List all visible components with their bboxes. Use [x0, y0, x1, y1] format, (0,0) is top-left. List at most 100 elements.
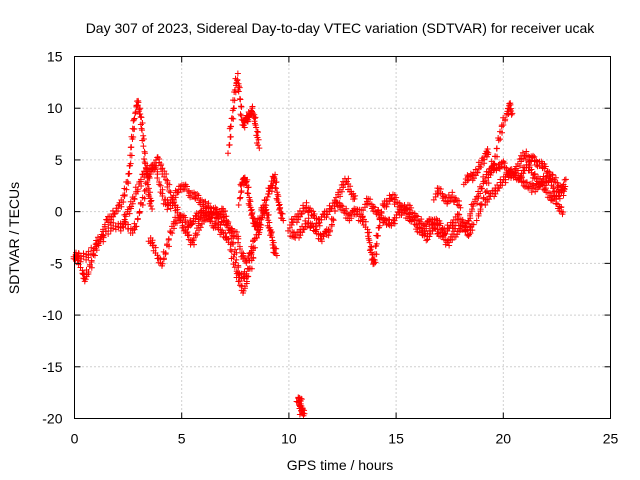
data-point: [81, 278, 88, 285]
data-point: [88, 259, 95, 266]
data-point: [230, 239, 237, 246]
data-point: [127, 205, 134, 212]
data-point: [562, 176, 569, 183]
plot-frame: [74, 56, 611, 419]
data-point: [498, 123, 505, 130]
data-point: [252, 122, 259, 129]
data-point: [136, 210, 143, 217]
data-point: [166, 187, 173, 194]
data-point: [494, 153, 501, 160]
data-point: [126, 210, 133, 217]
data-point: [194, 231, 201, 238]
data-point: [393, 214, 400, 221]
data-point: [230, 253, 237, 260]
data-point: [255, 231, 262, 238]
y-tick-label: 15: [47, 49, 63, 65]
data-point: [366, 237, 373, 244]
data-point: [254, 128, 261, 135]
data-point: [468, 208, 475, 215]
x-tick-label: 10: [281, 431, 297, 447]
data-point: [258, 214, 265, 221]
data-point: [141, 195, 148, 202]
data-point: [137, 178, 144, 185]
data-point: [144, 181, 151, 188]
data-point: [313, 226, 320, 233]
data-point: [531, 153, 538, 160]
data-point: [237, 194, 244, 201]
data-point: [328, 223, 335, 230]
data-point: [447, 197, 454, 204]
data-point: [500, 121, 507, 128]
data-point: [269, 234, 276, 241]
data-point: [235, 239, 242, 246]
data-point: [261, 210, 268, 217]
data-point: [362, 218, 369, 225]
data-points: [70, 70, 569, 419]
data-point: [172, 194, 179, 201]
data-point: [238, 103, 245, 110]
data-point: [477, 190, 484, 197]
data-point: [543, 185, 550, 192]
data-point: [365, 233, 372, 240]
data-point: [502, 117, 509, 124]
data-point: [383, 203, 390, 210]
data-point: [475, 195, 482, 202]
data-point: [352, 192, 359, 199]
data-point: [550, 185, 557, 192]
data-point: [238, 182, 245, 189]
data-point: [131, 116, 138, 123]
data-point: [246, 265, 253, 272]
data-point: [347, 212, 354, 219]
data-point: [491, 193, 498, 200]
data-point: [88, 264, 95, 271]
data-point: [497, 136, 504, 143]
data-point: [549, 172, 556, 179]
data-point: [520, 170, 527, 177]
data-point: [236, 95, 243, 102]
data-point: [273, 245, 280, 252]
data-point: [474, 200, 480, 207]
data-point: [268, 229, 275, 236]
data-point: [123, 186, 130, 193]
data-point: [560, 192, 567, 199]
data-point: [137, 111, 144, 118]
data-point: [238, 112, 245, 119]
data-point: [455, 211, 462, 218]
data-point: [169, 202, 176, 209]
data-point: [320, 233, 327, 240]
y-tick-label: 5: [55, 152, 63, 168]
data-point: [131, 226, 138, 233]
data-point: [85, 254, 92, 261]
data-point: [506, 100, 513, 107]
data-point: [235, 269, 242, 276]
data-point: [263, 206, 270, 213]
data-point: [232, 259, 239, 266]
data-point: [240, 174, 247, 181]
data-point: [241, 285, 248, 292]
data-point: [230, 233, 237, 240]
data-point: [333, 200, 340, 207]
data-point: [235, 80, 242, 87]
data-point: [506, 106, 513, 113]
data-point: [254, 129, 261, 136]
data-point: [276, 206, 283, 213]
data-point: [528, 157, 535, 164]
data-point: [169, 230, 176, 237]
data-point: [138, 125, 145, 132]
data-point: [558, 204, 565, 211]
data-point: [475, 212, 482, 219]
data-point: [374, 233, 381, 240]
data-point: [243, 179, 250, 186]
data-point: [487, 169, 494, 176]
data-point: [531, 171, 538, 178]
data-point: [183, 183, 190, 190]
data-point: [338, 188, 345, 195]
data-point: [195, 192, 202, 199]
data-point: [473, 217, 480, 224]
data-point: [301, 208, 308, 215]
data-point: [457, 204, 464, 211]
data-point: [131, 195, 138, 202]
data-point: [237, 111, 244, 118]
data-point: [163, 170, 170, 177]
data-point: [474, 169, 481, 176]
